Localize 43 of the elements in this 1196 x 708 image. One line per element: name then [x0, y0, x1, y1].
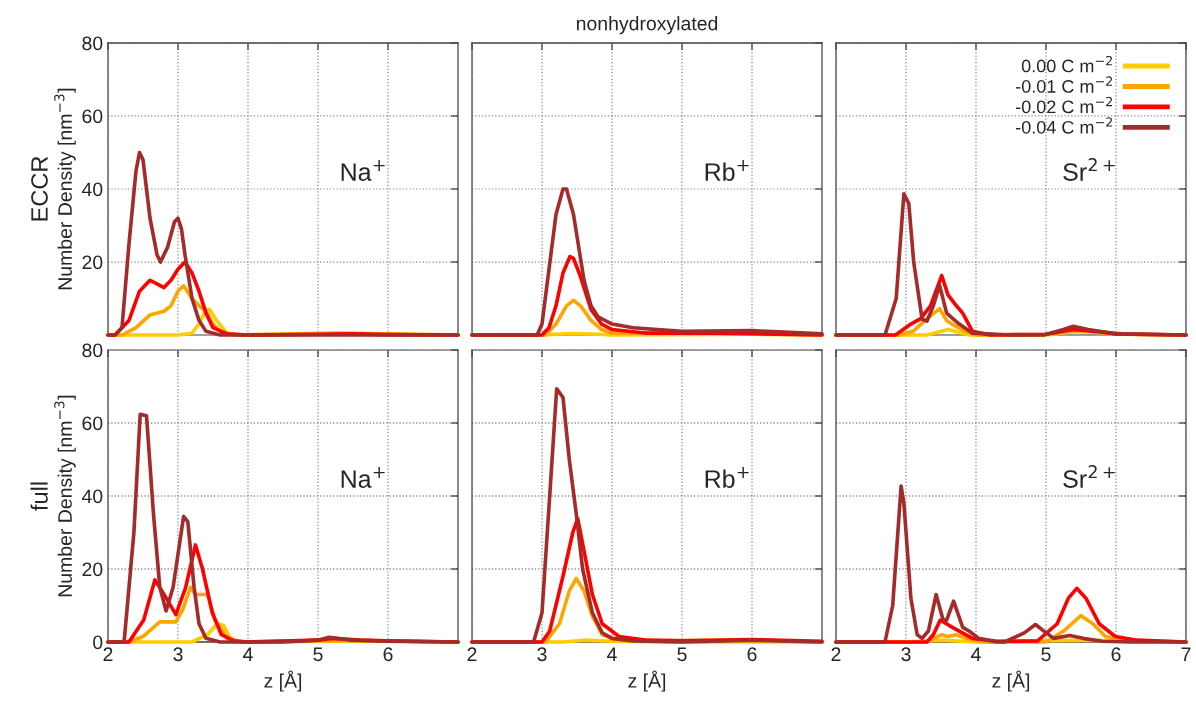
- y-tick-label: 80: [82, 343, 103, 358]
- x-axis-title: z [Å]: [992, 670, 1030, 692]
- text: ECCR: [31, 156, 48, 221]
- y-tick-label: 80: [82, 36, 103, 51]
- legend-label: -0.01 C m$^{−2}$: [1016, 76, 1112, 93]
- text: Rb$^{+}$: [705, 467, 749, 488]
- x-tick-label: 6: [383, 647, 393, 662]
- y-tick-label: 40: [81, 489, 103, 504]
- x-tick-label: 6: [747, 647, 757, 662]
- x-tick-label: 4: [243, 647, 253, 661]
- text: Sr$^{2+}$: [1063, 465, 1115, 488]
- x-tick-label: 2: [831, 647, 841, 661]
- y-tick-label: 0: [93, 635, 103, 650]
- x-tick-label: 7: [1181, 647, 1191, 661]
- x-axis-title: z [Å]: [264, 670, 302, 692]
- x-tick-label: 5: [1041, 647, 1051, 662]
- x-tick-label: 3: [537, 647, 547, 662]
- text: Sr$^{2+}$: [1063, 158, 1115, 181]
- y-tick-label: 20: [82, 255, 103, 270]
- x-tick-label: 5: [313, 647, 323, 662]
- text: Na$^{+}$: [341, 467, 385, 488]
- x-tick-label: 3: [901, 647, 911, 662]
- y-axis-title: Number Density [nm$^{−3}$]: [54, 88, 76, 290]
- legend-label: 0.00 C m$^{−2}$: [1021, 55, 1112, 73]
- text: Na$^{+}$: [341, 160, 385, 181]
- x-axis-title: z [Å]: [628, 670, 666, 692]
- y-axis-title: Number Density [nm$^{−3}$]: [54, 395, 76, 597]
- text: Rb$^{+}$: [705, 160, 749, 181]
- x-tick-label: 2: [467, 647, 477, 661]
- x-tick-label: 3: [173, 647, 183, 662]
- x-tick-label: 4: [607, 647, 617, 661]
- text: full: [30, 482, 48, 511]
- text: nonhydroxylated: [576, 16, 718, 35]
- x-tick-label: 2: [103, 647, 113, 661]
- x-tick-label: 6: [1111, 647, 1121, 662]
- y-tick-label: 60: [82, 109, 103, 124]
- legend-label: -0.04 C m$^{−2}$: [1016, 117, 1112, 134]
- y-tick-label: 20: [82, 562, 103, 577]
- x-tick-label: 4: [971, 647, 981, 661]
- y-tick-label: 40: [81, 182, 103, 197]
- x-tick-label: 5: [677, 647, 687, 662]
- legend-label: -0.02 C m$^{−2}$: [1016, 96, 1112, 114]
- y-tick-label: 60: [82, 416, 103, 431]
